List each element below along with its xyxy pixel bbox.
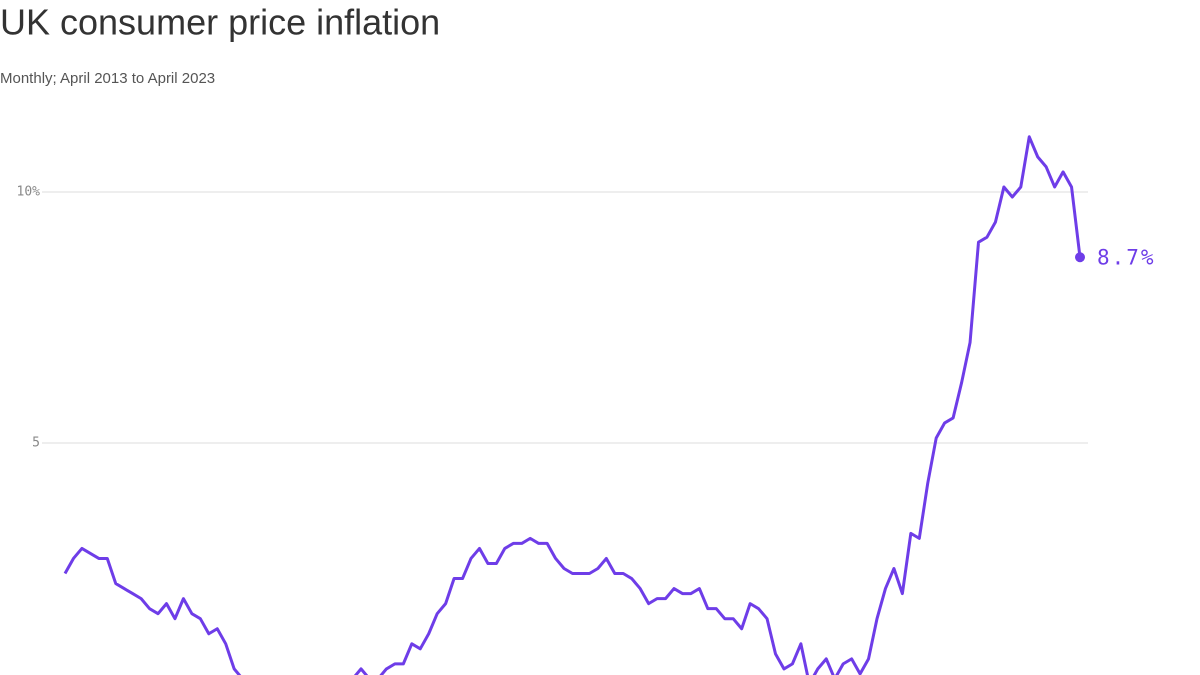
end-dot — [1075, 252, 1085, 263]
y-tick-label: 10% — [17, 185, 41, 200]
y-tick-label: 5 — [32, 436, 40, 451]
chart-subtitle: Monthly; April 2013 to April 2023 — [0, 70, 215, 87]
line — [63, 135, 1082, 675]
chart-title: UK consumer price inflation — [0, 2, 440, 43]
value-label: 8.7% — [1097, 245, 1156, 269]
